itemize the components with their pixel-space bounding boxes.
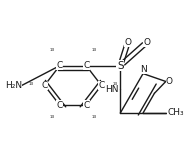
Text: ¹³: ¹³ [91,49,96,54]
Text: ¹³: ¹³ [112,83,117,88]
Text: C: C [83,61,89,70]
Text: HN: HN [105,85,119,94]
Text: ¹³: ¹³ [29,83,34,88]
Text: ¹³: ¹³ [50,49,55,54]
Text: C: C [83,101,89,110]
Text: C: C [57,61,63,70]
Text: O: O [166,77,173,86]
Text: O: O [143,38,150,47]
Text: S: S [117,61,124,71]
Text: C: C [41,81,48,90]
Text: C: C [57,101,63,110]
Text: N: N [140,65,146,74]
Text: C: C [98,81,104,90]
Text: O: O [124,38,131,47]
Text: CH₃: CH₃ [168,108,184,118]
Text: ¹³: ¹³ [50,116,55,121]
Text: ¹³: ¹³ [91,116,96,121]
Text: H₂N: H₂N [5,81,22,90]
